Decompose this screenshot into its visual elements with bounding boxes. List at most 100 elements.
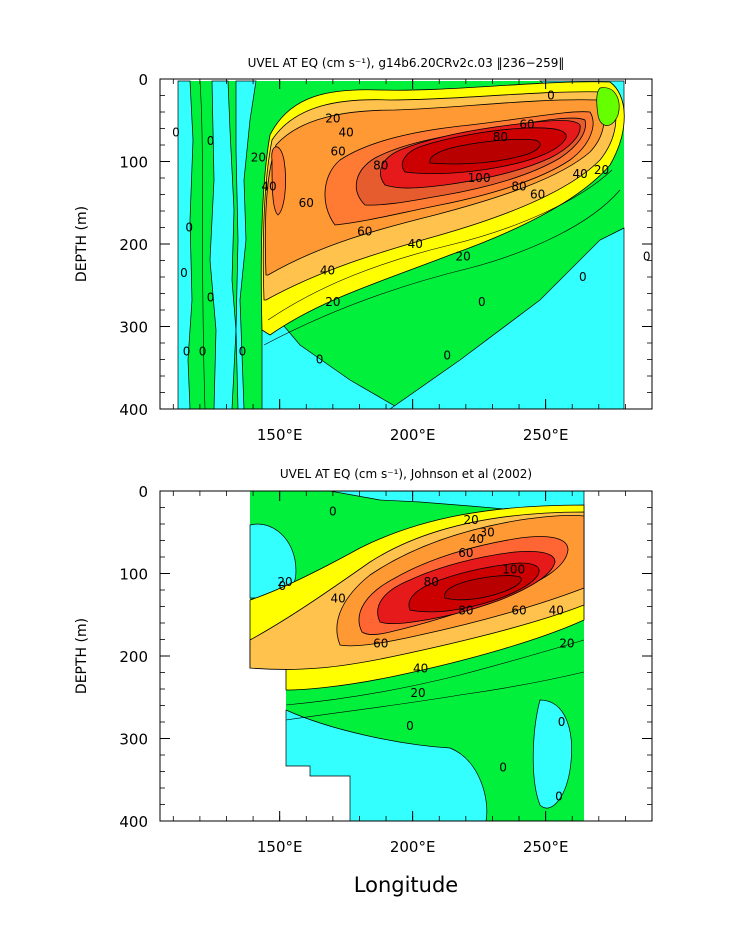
top-x-tick-label: 200°E bbox=[390, 426, 436, 444]
bottom-contour-label: 80 bbox=[458, 604, 473, 618]
top-contour-label: 40 bbox=[408, 237, 423, 251]
top-contour-100 bbox=[429, 138, 541, 165]
top-west-cyan-2 bbox=[209, 80, 237, 409]
bottom-contour-line-a bbox=[285, 639, 585, 706]
top-y-tick-label: 100 bbox=[119, 154, 148, 172]
top-east-lens bbox=[596, 87, 620, 126]
bottom-contour-label: 0 bbox=[279, 579, 287, 593]
bottom-contour-label: 100 bbox=[502, 562, 525, 576]
top-contour-label: 60 bbox=[519, 117, 534, 131]
top-contour-label: 100 bbox=[468, 171, 491, 185]
bottom-contour-label: 20 bbox=[464, 513, 479, 527]
top-contour-label: 0 bbox=[180, 266, 188, 280]
top-east-cyan bbox=[389, 227, 625, 409]
top-x-tick-label: 150°E bbox=[257, 426, 303, 444]
top-contour-label: 0 bbox=[199, 344, 207, 358]
bottom-contour-label: 20 bbox=[410, 686, 425, 700]
bottom-contour-label: 60 bbox=[511, 604, 526, 618]
top-contour-label: 60 bbox=[530, 188, 545, 202]
bottom-contour-label: 0 bbox=[329, 505, 337, 519]
top-lower-cyan bbox=[261, 299, 401, 409]
bottom-contour-label: 20 bbox=[559, 637, 574, 651]
bottom-contour-label: 0 bbox=[499, 760, 507, 774]
top-contour-label: 20 bbox=[325, 295, 340, 309]
top-contour-label: 0 bbox=[643, 249, 651, 263]
top-panel: UVEL AT EQ (cm s⁻¹), g14b6.20CRv2c.03 ‖2… bbox=[74, 56, 653, 444]
top-y-tick-label: 200 bbox=[119, 236, 148, 254]
top-contour-line-c bbox=[199, 80, 206, 409]
top-contour-line-a bbox=[267, 169, 613, 321]
top-contour-label: 0 bbox=[316, 353, 324, 367]
bottom-x-tick-label: 150°E bbox=[257, 838, 303, 856]
bottom-y-tick-label: 200 bbox=[119, 648, 148, 666]
top-contour-label: 20 bbox=[456, 249, 471, 263]
bottom-contour-line-b bbox=[285, 671, 585, 721]
top-contour-label: 80 bbox=[493, 130, 508, 144]
top-contour-label: 0 bbox=[547, 89, 555, 103]
top-contour-label: 80 bbox=[373, 159, 388, 173]
bottom-y-tick-label: 400 bbox=[119, 813, 148, 831]
top-contour-line-b bbox=[263, 189, 621, 346]
bottom-contour-label: 60 bbox=[373, 637, 388, 651]
bottom-contour-100 bbox=[444, 575, 522, 601]
top-contour-label: 0 bbox=[185, 221, 193, 235]
bottom-east-cyan bbox=[532, 699, 572, 809]
bottom-contour-label: 40 bbox=[331, 591, 346, 605]
bottom-contour-label: 20 bbox=[277, 575, 292, 589]
bottom-x-tick-label: 200°E bbox=[390, 838, 436, 856]
bottom-y-tick-label: 100 bbox=[119, 566, 148, 584]
top-contour-label: 0 bbox=[443, 348, 451, 362]
bottom-ylabel: DEPTH (m) bbox=[74, 618, 90, 694]
top-west-cyan bbox=[177, 80, 194, 409]
bottom-contour-label: 30 bbox=[479, 525, 494, 539]
bottom-contour-label: 0 bbox=[555, 789, 563, 803]
bottom-y-tick-label: 0 bbox=[138, 483, 148, 501]
top-west-lens bbox=[271, 146, 286, 216]
bottom-contour-label: 40 bbox=[413, 661, 428, 675]
top-x-tick-label: 250°E bbox=[523, 426, 569, 444]
top-contour-label: 60 bbox=[331, 145, 346, 159]
bottom-contour-label: 40 bbox=[549, 604, 564, 618]
bottom-contour-label: 80 bbox=[424, 575, 439, 589]
bottom-y-tick-label: 300 bbox=[119, 731, 148, 749]
top-contour-label: 80 bbox=[511, 179, 526, 193]
top-contour-field bbox=[177, 80, 625, 409]
top-contour-label: 0 bbox=[478, 295, 486, 309]
top-contour-label: 0 bbox=[207, 291, 215, 305]
top-contour-label: 0 bbox=[172, 126, 180, 140]
top-contour-label: 0 bbox=[579, 270, 587, 284]
top-contour-label: 20 bbox=[251, 150, 266, 164]
top-panel-title: UVEL AT EQ (cm s⁻¹), g14b6.20CRv2c.03 ‖2… bbox=[248, 56, 565, 70]
bottom-deep-cyan bbox=[285, 709, 488, 821]
top-ylabel: DEPTH (m) bbox=[74, 206, 90, 282]
top-contour-label: 20 bbox=[325, 112, 340, 126]
top-contour-label: 40 bbox=[261, 179, 276, 193]
bottom-contour-field bbox=[249, 491, 585, 821]
top-contour-label: 0 bbox=[183, 344, 191, 358]
top-contour-label: 40 bbox=[339, 126, 354, 140]
bottom-contour-label: 0 bbox=[406, 719, 414, 733]
bottom-panel: UVEL AT EQ (cm s⁻¹), Johnson et al (2002… bbox=[74, 467, 653, 897]
bottom-x-tick-label: 250°E bbox=[523, 838, 569, 856]
top-y-tick-label: 300 bbox=[119, 319, 148, 337]
top-contour-label: 0 bbox=[239, 344, 247, 358]
bottom-panel-title: UVEL AT EQ (cm s⁻¹), Johnson et al (2002… bbox=[280, 467, 532, 481]
bottom-xlabel: Longitude bbox=[354, 873, 458, 897]
top-west-cyan-3 bbox=[235, 80, 257, 409]
top-y-tick-label: 0 bbox=[138, 71, 148, 89]
bottom-contour-label: 60 bbox=[458, 546, 473, 560]
top-contour-label: 20 bbox=[594, 163, 609, 177]
top-y-tick-label: 400 bbox=[119, 401, 148, 419]
top-contour-label: 60 bbox=[357, 225, 372, 239]
top-contour-label: 60 bbox=[299, 196, 314, 210]
top-contour-label: 40 bbox=[573, 167, 588, 181]
top-contour-label: 40 bbox=[320, 263, 335, 277]
bottom-contour-label: 40 bbox=[469, 532, 484, 546]
bottom-contour-label: 0 bbox=[558, 715, 566, 729]
top-contour-label: 0 bbox=[207, 134, 215, 148]
